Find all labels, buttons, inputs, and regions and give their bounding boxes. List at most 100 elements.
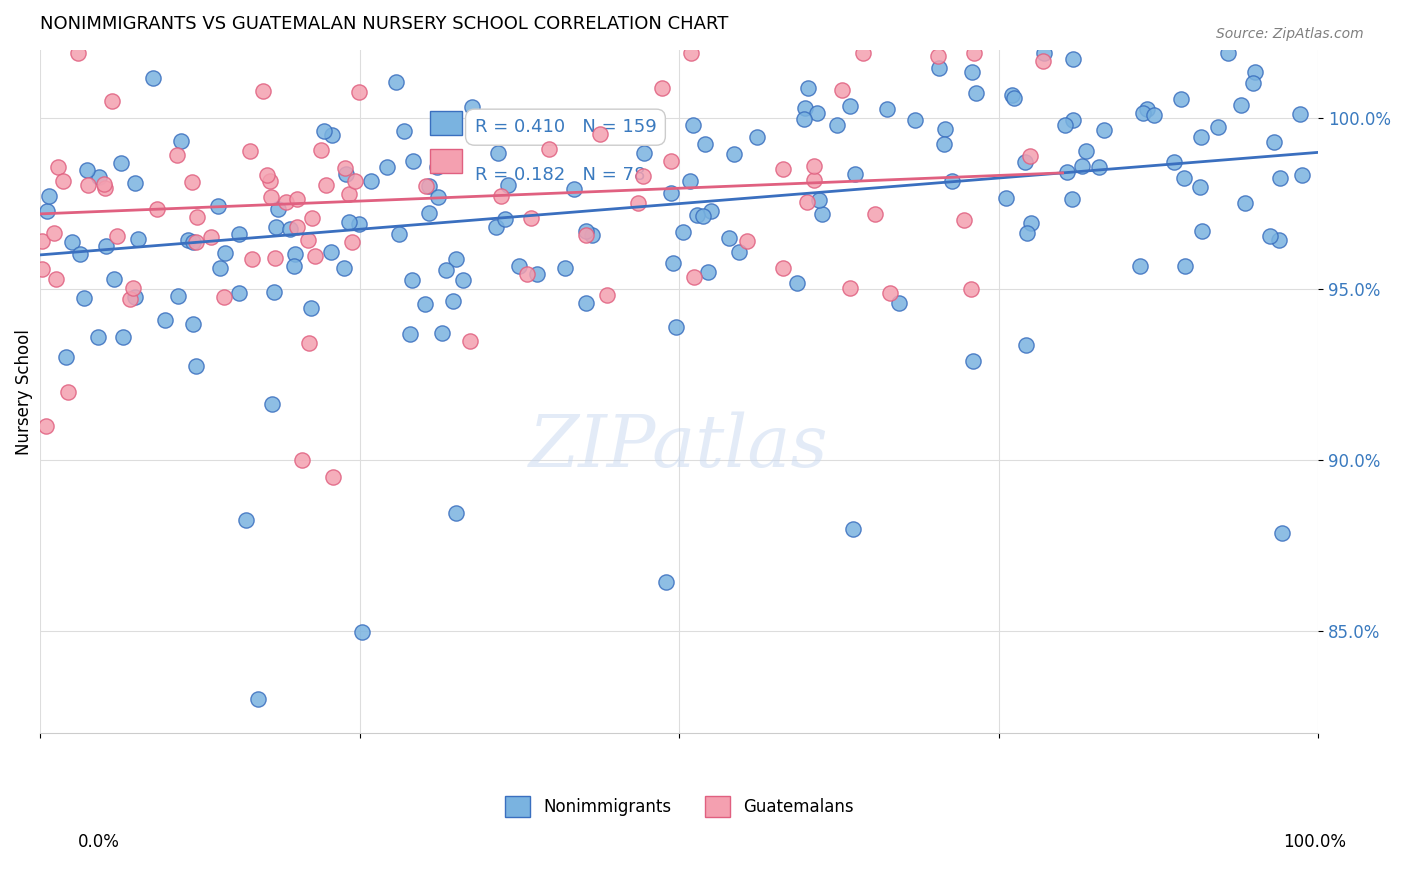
Point <box>122 281 145 295</box>
Point <box>110 156 132 170</box>
Point <box>994 191 1017 205</box>
Point <box>66 46 89 61</box>
Point <box>1163 155 1185 169</box>
Point <box>1136 103 1159 117</box>
Point <box>169 135 191 149</box>
Point <box>682 270 704 285</box>
Point <box>375 160 398 174</box>
Point <box>665 319 688 334</box>
Point <box>679 174 702 188</box>
Point <box>1143 107 1166 121</box>
Point <box>283 259 305 273</box>
Point <box>256 169 278 183</box>
Point <box>105 229 128 244</box>
Point <box>322 470 344 484</box>
Point <box>962 354 984 368</box>
Point <box>627 196 650 211</box>
Point <box>401 272 423 286</box>
Point <box>686 208 709 222</box>
Point <box>803 173 825 187</box>
Point <box>1189 180 1212 194</box>
Point <box>1244 65 1267 79</box>
Point <box>42 226 65 240</box>
Point <box>538 142 561 156</box>
Point <box>693 136 716 151</box>
Point <box>1062 112 1084 127</box>
Point <box>727 245 749 260</box>
Point <box>671 225 693 239</box>
Point <box>264 219 287 234</box>
Point <box>526 268 548 282</box>
Text: ZIPatlas: ZIPatlas <box>529 411 830 482</box>
Point <box>486 146 509 161</box>
Point <box>142 70 165 85</box>
Point <box>444 506 467 520</box>
Point <box>794 101 817 115</box>
Point <box>1191 224 1213 238</box>
Point <box>575 224 598 238</box>
Point <box>772 161 794 176</box>
Point <box>838 99 860 113</box>
Point <box>214 245 236 260</box>
Point <box>335 167 357 181</box>
Point <box>1241 76 1264 90</box>
Point <box>928 61 950 75</box>
Point <box>772 260 794 275</box>
Point <box>1092 122 1115 136</box>
Point <box>825 119 848 133</box>
Point <box>415 179 437 194</box>
Point <box>508 259 530 273</box>
Point <box>1173 170 1195 185</box>
Point <box>1291 168 1313 182</box>
Point <box>259 174 281 188</box>
Point <box>662 256 685 270</box>
Point <box>402 153 425 168</box>
Point <box>1015 337 1038 351</box>
Point <box>315 178 337 192</box>
Point <box>612 117 634 131</box>
Point <box>52 174 75 188</box>
Point <box>69 247 91 261</box>
Point <box>1019 216 1042 230</box>
Point <box>260 190 283 204</box>
Point <box>181 175 204 189</box>
Y-axis label: Nursery School: Nursery School <box>15 328 32 455</box>
Point <box>38 189 60 203</box>
Point <box>207 199 229 213</box>
Point <box>166 147 188 161</box>
Point <box>879 286 901 301</box>
Point <box>927 49 949 63</box>
FancyBboxPatch shape <box>430 112 461 136</box>
Point <box>181 235 204 250</box>
Point <box>1032 46 1054 61</box>
Point <box>209 261 232 276</box>
Point <box>1014 154 1036 169</box>
Point <box>184 359 207 374</box>
Point <box>340 235 363 249</box>
Point <box>212 290 235 304</box>
Point <box>1062 193 1084 207</box>
Point <box>298 335 321 350</box>
Point <box>284 247 307 261</box>
Point <box>321 128 343 143</box>
Point <box>184 235 207 249</box>
Point <box>852 46 875 61</box>
Point <box>55 350 77 364</box>
Point <box>426 161 449 175</box>
Point <box>960 281 983 295</box>
Point <box>103 272 125 286</box>
Point <box>1271 525 1294 540</box>
FancyBboxPatch shape <box>430 149 461 173</box>
Point <box>659 186 682 201</box>
Point <box>838 281 860 295</box>
Point <box>876 102 898 116</box>
Point <box>485 219 508 234</box>
Point <box>35 418 58 433</box>
Point <box>1088 161 1111 175</box>
Point <box>575 296 598 310</box>
Point <box>516 268 538 282</box>
Point <box>1174 259 1197 273</box>
Point <box>520 211 543 226</box>
Point <box>181 317 204 331</box>
Point <box>444 252 467 266</box>
